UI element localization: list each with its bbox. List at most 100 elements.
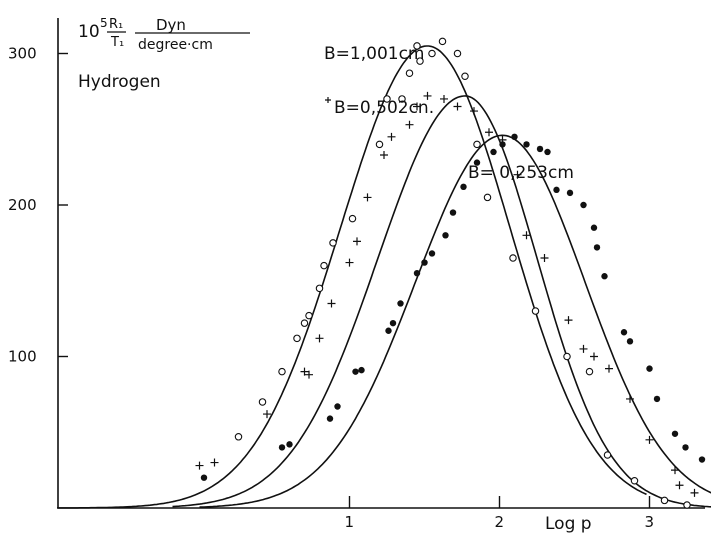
point-open-circle — [293, 334, 301, 343]
point-filled-circle — [278, 444, 286, 451]
point-filled-circle — [428, 250, 436, 257]
point-plus — [405, 120, 414, 129]
point-filled-circle — [566, 189, 574, 197]
axes: 1234100200300 — [8, 18, 705, 531]
data-points — [195, 37, 706, 509]
point-plus — [626, 394, 634, 403]
point-open-circle — [405, 69, 414, 77]
point-open-circle — [461, 72, 469, 80]
point-plus — [195, 461, 204, 470]
point-open-circle — [585, 367, 594, 376]
point-open-circle — [660, 496, 669, 505]
ylabel-unit-numerator: Dyn — [156, 16, 186, 34]
point-filled-circle — [286, 441, 293, 448]
point-plus — [327, 299, 336, 308]
point-open-circle — [509, 254, 517, 262]
series-label-marker — [325, 97, 331, 103]
point-plus — [485, 128, 493, 137]
point-filled-circle — [580, 201, 587, 209]
y-tick-label: 300 — [8, 45, 37, 63]
fit-curve-2 — [199, 134, 711, 508]
point-plus — [300, 367, 309, 376]
point-open-circle — [300, 319, 309, 327]
point-open-circle — [483, 193, 492, 202]
point-open-circle — [258, 398, 267, 406]
point-filled-circle — [511, 133, 518, 141]
point-open-circle — [453, 49, 462, 58]
point-plus — [645, 435, 654, 444]
point-filled-circle — [620, 329, 628, 336]
point-filled-circle — [326, 415, 334, 422]
point-plus — [675, 481, 684, 490]
point-open-circle — [531, 307, 540, 315]
point-open-circle — [398, 95, 406, 103]
point-plus — [210, 458, 219, 467]
point-open-circle — [683, 501, 691, 509]
point-plus — [470, 107, 478, 116]
point-open-circle — [630, 476, 639, 485]
point-open-circle — [416, 57, 424, 65]
point-filled-circle — [698, 456, 706, 463]
ylabel-prefix: 10 — [78, 22, 100, 42]
point-filled-circle — [646, 365, 653, 372]
ylabel-exponent: 5 — [100, 16, 108, 30]
point-filled-circle — [682, 444, 689, 451]
x-axis-label: Log p — [545, 514, 592, 534]
point-open-circle — [320, 261, 328, 270]
point-filled-circle — [421, 259, 428, 266]
point-filled-circle — [413, 269, 421, 277]
series-label-b0502: B=0,502cn. — [334, 98, 434, 118]
point-filled-circle — [671, 430, 679, 437]
ylabel-fraction-numerator: R₁ — [109, 17, 123, 32]
point-filled-circle — [590, 224, 598, 231]
point-filled-circle — [449, 209, 457, 216]
point-open-circle — [563, 352, 571, 361]
point-filled-circle — [653, 395, 661, 403]
series-label-b0253: B= 0,253cm — [468, 163, 574, 183]
y-tick-label: 100 — [8, 348, 37, 366]
point-plus — [579, 344, 588, 353]
chart-labels: 10 5 R₁ T₁ Dyn degree·cm Hydrogen Log p … — [78, 16, 592, 534]
point-plus — [671, 466, 679, 475]
point-plus — [263, 410, 271, 419]
point-plus — [440, 94, 448, 103]
point-open-circle — [278, 367, 286, 376]
point-plus — [605, 364, 613, 373]
point-open-circle — [305, 311, 313, 320]
point-open-circle — [413, 42, 421, 50]
y-tick-label: 200 — [8, 196, 37, 214]
point-filled-circle — [544, 148, 551, 156]
point-plus — [345, 258, 354, 267]
point-open-circle — [603, 451, 612, 459]
point-open-circle — [375, 140, 384, 149]
point-filled-circle — [626, 338, 634, 345]
point-filled-circle — [442, 232, 449, 239]
point-filled-circle — [389, 319, 397, 327]
x-tick-label: 2 — [495, 513, 505, 531]
point-plus — [387, 132, 396, 141]
point-plus — [353, 237, 361, 246]
point-plus — [315, 334, 324, 343]
ylabel-fraction-denominator: T₁ — [110, 35, 124, 50]
point-filled-circle — [200, 474, 208, 481]
point-filled-circle — [352, 368, 359, 375]
point-open-circle — [348, 214, 357, 223]
point-plus — [590, 352, 598, 361]
point-plus — [413, 102, 421, 111]
point-filled-circle — [490, 148, 497, 156]
fit-curve-1 — [172, 95, 711, 508]
point-open-circle — [428, 49, 436, 58]
point-plus — [513, 170, 522, 179]
point-filled-circle — [358, 366, 365, 374]
point-plus — [540, 254, 549, 263]
point-filled-circle — [536, 145, 544, 153]
x-tick-label: 3 — [645, 513, 655, 531]
point-plus — [423, 91, 432, 100]
point-open-circle — [315, 284, 324, 293]
point-plus — [522, 231, 531, 240]
x-tick-label: 1 — [345, 513, 355, 531]
point-filled-circle — [499, 141, 506, 148]
point-plus — [380, 151, 388, 160]
point-plus — [453, 102, 462, 111]
